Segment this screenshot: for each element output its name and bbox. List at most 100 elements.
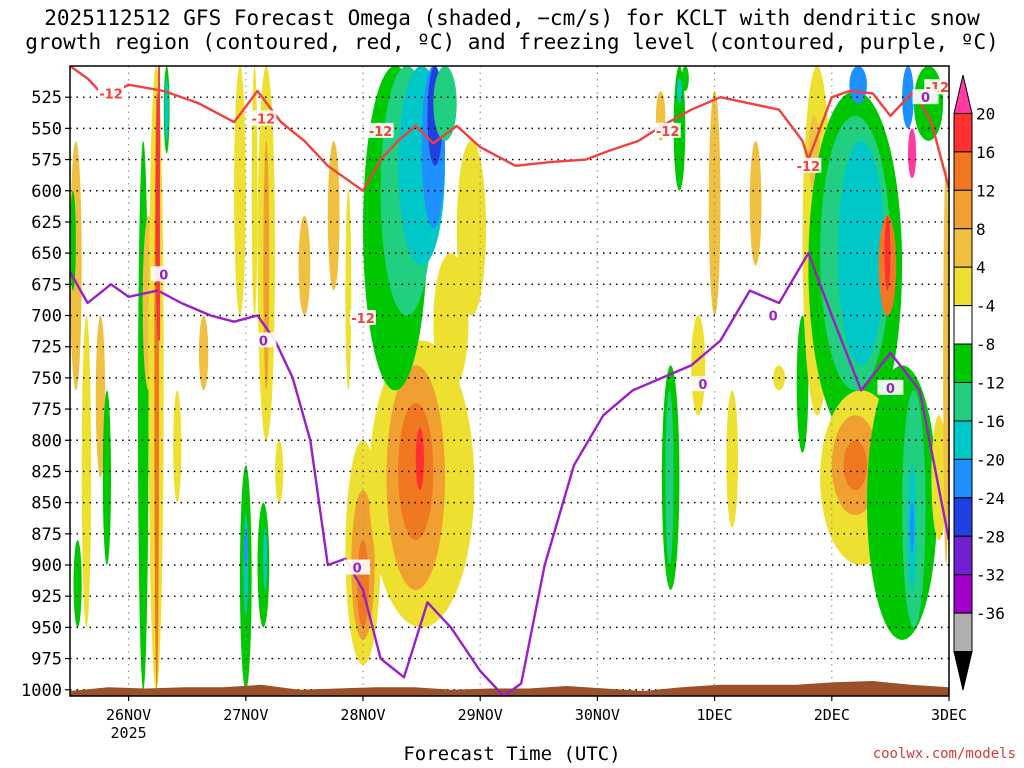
omega-blob-68 xyxy=(843,440,867,491)
y-tick-label-1000: 1000 xyxy=(21,681,62,701)
omega-blob-63 xyxy=(907,128,917,179)
omega-blob-14 xyxy=(198,315,209,391)
freezing-label-1: 0 xyxy=(250,332,277,349)
freezing-label-4-bg xyxy=(689,376,716,392)
dgz-label-1-text: -12 xyxy=(252,112,276,127)
omega-blob-48 xyxy=(691,315,706,416)
colorbar-seg-5 xyxy=(953,266,973,307)
y-tick-label-650: 650 xyxy=(31,244,62,264)
colorbar-seg-11 xyxy=(953,497,973,537)
freezing-label-3-bg xyxy=(760,307,787,323)
colorbar-seg-7 xyxy=(953,343,973,383)
y-tick-label-750: 750 xyxy=(31,369,62,389)
omega-blob-65 xyxy=(884,215,891,291)
omega-blob-59 xyxy=(837,140,885,366)
omega-blob-54 xyxy=(796,315,809,453)
x-tick-label-1DEC: 1DEC xyxy=(697,706,733,724)
colorbar-seg-8 xyxy=(953,382,973,422)
freezing-label-1-text: 0 xyxy=(259,334,268,349)
omega-blob-1 xyxy=(70,190,76,291)
colorbar-label-3: 8 xyxy=(976,220,986,239)
omega-blob-47 xyxy=(665,390,674,566)
freezing-label-6-text: 0 xyxy=(921,91,930,106)
x-tick-label-3DEC: 3DEC xyxy=(931,706,967,724)
omega-blob-35 xyxy=(433,253,469,391)
y-tick-label-950: 950 xyxy=(31,618,62,638)
freezing-label-6-bg xyxy=(912,89,939,105)
colorbar-label-10: -24 xyxy=(976,489,1005,508)
y-tick-label-800: 800 xyxy=(31,431,62,451)
freezing-label-0-text: 0 xyxy=(159,268,168,283)
colorbar-label-5: -4 xyxy=(976,297,995,316)
terrain-layer xyxy=(70,681,949,696)
omega-blob-49 xyxy=(681,66,689,91)
freezing-label-1-bg xyxy=(250,332,277,348)
omega-blob-34 xyxy=(415,427,424,491)
credit-text: coolwx.com/models xyxy=(872,746,1016,762)
dgz-label-2: -12 xyxy=(367,122,394,140)
y-tick-label-900: 900 xyxy=(31,556,62,576)
dgz-label-5-text: -12 xyxy=(797,160,821,175)
x-tick-label-30NOV: 30NOV xyxy=(575,706,620,724)
dgz-label-3-bg xyxy=(350,310,376,325)
dgz-label-3: -12 xyxy=(350,310,376,327)
chart-title-line-1: 2025112512 GFS Forecast Omega (shaded, −… xyxy=(44,6,980,30)
omega-blob-51 xyxy=(726,390,739,528)
dgz-contour-line xyxy=(70,66,949,192)
y-tick-label-875: 875 xyxy=(31,525,62,545)
dgz-label-4-bg xyxy=(654,122,681,138)
omega-blob-45 xyxy=(677,78,682,104)
colorbar-seg-4 xyxy=(953,228,973,268)
y-tick-label-525: 525 xyxy=(31,88,62,108)
colorbar-seg-1 xyxy=(953,112,973,153)
colorbar-label-2: 12 xyxy=(976,181,995,200)
dgz-label-4: -12 xyxy=(654,122,681,140)
dgz-label-5-bg xyxy=(795,157,822,173)
x-tick-year-label: 2025 xyxy=(111,724,147,742)
colorbar-label-6: -8 xyxy=(976,335,995,354)
freezing-label-3: 0 xyxy=(760,307,787,325)
chart-title-line-2: growth region (contoured, red, ºC) and f… xyxy=(25,30,999,54)
x-tick-label-28NOV: 28NOV xyxy=(340,706,385,724)
y-tick-label-550: 550 xyxy=(31,119,62,139)
colorbar-label-12: -32 xyxy=(976,566,1005,585)
x-tick-label-26NOV: 26NOV xyxy=(106,706,151,724)
y-tick-label-675: 675 xyxy=(31,275,62,295)
x-tick-label-29NOV: 29NOV xyxy=(458,706,503,724)
freezing-label-2: 0 xyxy=(344,559,371,577)
y-tick-label-850: 850 xyxy=(31,494,62,514)
omega-blob-5 xyxy=(102,390,112,566)
dgz-label-0: -12 xyxy=(98,85,125,102)
colorbar-seg-2 xyxy=(953,151,973,191)
colorbar-seg-bottom xyxy=(953,651,973,691)
freezing-label-5: 0 xyxy=(877,379,904,397)
freezing-label-5-text: 0 xyxy=(886,382,895,397)
terrain-ground xyxy=(70,681,949,696)
omega-blob-27 xyxy=(345,190,352,391)
omega-blob-3 xyxy=(73,540,82,628)
dgz-label-2-text: -12 xyxy=(369,125,393,140)
colorbar-seg-6 xyxy=(953,305,973,345)
y-tick-label-925: 925 xyxy=(31,587,62,607)
omega-blob-72 xyxy=(910,502,915,553)
plot-frame xyxy=(69,65,950,697)
y-tick-label-775: 775 xyxy=(31,400,62,420)
y-tick-label-625: 625 xyxy=(31,213,62,233)
colorbar-seg-top xyxy=(953,74,973,114)
freezing-label-6: 0 xyxy=(912,89,939,106)
y-tick-label-725: 725 xyxy=(31,338,62,358)
colorbar-seg-13 xyxy=(953,574,973,614)
freezing-label-4-text: 0 xyxy=(698,378,707,393)
colorbar-label-11: -28 xyxy=(976,527,1005,546)
omega-blob-60 xyxy=(849,66,867,104)
colorbar-label-8: -16 xyxy=(976,412,1005,431)
freezing-label-3-text: 0 xyxy=(769,310,778,325)
freezing-label-0: 0 xyxy=(150,266,177,283)
colorbar-label-0: 20 xyxy=(976,104,995,123)
y-tick-label-575: 575 xyxy=(31,151,62,171)
colorbar-seg-10 xyxy=(953,458,973,499)
omega-blob-26 xyxy=(327,140,340,291)
y-tick-label-600: 600 xyxy=(31,182,62,202)
